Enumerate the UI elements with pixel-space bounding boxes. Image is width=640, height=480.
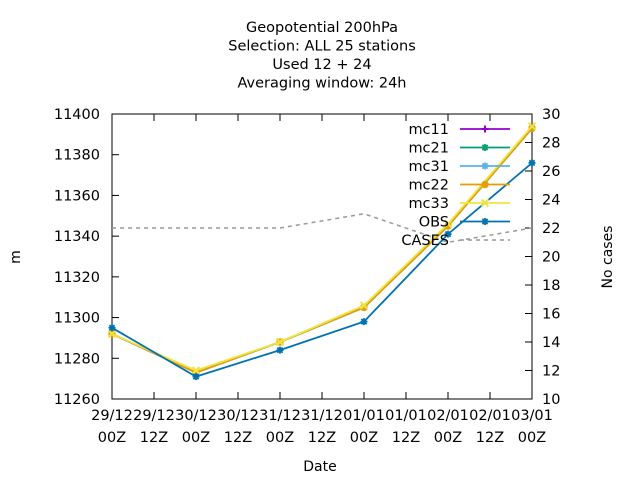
x-tick-label-hour: 00Z: [182, 430, 210, 446]
y2-tick-label: 12: [542, 364, 560, 380]
legend-item-mc22: mc22: [408, 178, 510, 194]
x-tick-label-date: 02/01: [427, 408, 469, 424]
y-tick-label: 11280: [54, 351, 100, 367]
legend-label: OBS: [419, 215, 449, 231]
y2-tick-label: 22: [542, 221, 560, 237]
series-layer: [107, 122, 537, 381]
legend-marker: [481, 180, 489, 189]
x-tick-label-date: 29/12: [133, 408, 175, 424]
legend-item-mc33: mc33: [408, 196, 510, 212]
y-tick-label: 11260: [54, 392, 100, 408]
x-tick-label-hour: 12Z: [476, 430, 504, 446]
legend-item-mc11: mc11: [408, 122, 510, 138]
data-point: [528, 159, 536, 167]
y-tick-label: 11380: [54, 148, 100, 164]
legend-marker: [481, 144, 489, 151]
series-mc21: [108, 124, 536, 377]
series-mc22: [108, 124, 536, 377]
chart-title: Geopotential 200hPa Selection: ALL 25 sta…: [228, 20, 416, 92]
series-obs: [108, 159, 536, 381]
series-line-mc22: [111, 127, 533, 374]
legend-marker: [481, 162, 489, 170]
legend-item-mc31: mc31: [408, 159, 510, 175]
y-tick-label: 11300: [54, 311, 100, 327]
data-point: [527, 122, 537, 131]
legend-label: mc33: [408, 196, 449, 212]
x-tick-label-date: 02/01: [469, 408, 511, 424]
y2-tick-label: 30: [542, 107, 560, 123]
data-point: [108, 324, 116, 332]
data-point: [107, 329, 117, 339]
y2-tick-label: 14: [542, 335, 560, 351]
series-mc33: [107, 122, 537, 375]
y-tick-label: 11400: [54, 107, 100, 123]
data-point: [276, 346, 284, 354]
x-tick-label-hour: 00Z: [98, 430, 126, 446]
x-tick-label-hour: 12Z: [224, 430, 252, 446]
y2-tick-label: 20: [542, 250, 560, 266]
title-line: Geopotential 200hPa: [246, 20, 398, 36]
data-point: [192, 373, 200, 381]
y2-axis-label: No cases: [600, 226, 616, 289]
legend-label: CASES: [401, 233, 449, 249]
legend-label: mc31: [408, 159, 449, 175]
series-cases: [112, 213, 533, 244]
y2-tick-label: 28: [542, 136, 560, 152]
x-tick-label-hour: 12Z: [392, 430, 420, 446]
data-point: [443, 219, 453, 229]
x-tick-label-hour: 00Z: [350, 430, 378, 446]
legend-item-mc21: mc21: [408, 141, 510, 157]
series-mc11: [108, 124, 536, 377]
x-tick-label-date: 01/01: [343, 408, 385, 424]
x-tick-label-date: 01/01: [385, 408, 427, 424]
y2-tick-label: 26: [542, 164, 560, 180]
title-line: Selection: ALL 25 stations: [228, 39, 416, 55]
x-tick-label-date: 29/12: [91, 408, 133, 424]
series-line-mc33: [111, 125, 533, 372]
legend-marker: [481, 125, 489, 133]
y2-tick-label: 18: [542, 278, 560, 294]
y2-tick-label: 16: [542, 307, 560, 323]
x-tick-label-hour: 12Z: [308, 430, 336, 446]
legend-label: mc11: [408, 122, 449, 138]
title-line: Averaging window: 24h: [237, 76, 406, 92]
series-line-obs: [111, 162, 533, 378]
x-tick-label-hour: 12Z: [140, 430, 168, 446]
y-axis-left: 11260 11280 11300 11320 11340 11360 11380 11400: [54, 107, 119, 408]
x-tick-label-date: 31/12: [259, 408, 301, 424]
legend-label: mc21: [408, 141, 449, 157]
x-tick-label-hour: 00Z: [266, 430, 294, 446]
series-line-cases: [112, 213, 533, 244]
legend-marker: [481, 218, 489, 225]
legend: mc11 mc21 mc31 mc22 mc33 OBS CASES: [401, 122, 510, 249]
x-axis: 29/12 00Z 29/12 12Z 30/12 00Z 30/12 12Z 31/12 00Z…: [91, 114, 553, 446]
x-tick-label-hour: 00Z: [518, 430, 546, 446]
y-axis-right: 10 12 14 16 18 20 22 24 26 28 30: [525, 107, 560, 408]
legend-label: mc22: [408, 178, 449, 194]
data-point: [360, 318, 368, 326]
y-tick-label: 11320: [54, 270, 100, 286]
legend-marker: [480, 198, 490, 208]
data-point: [444, 230, 452, 238]
x-tick-label-date: 30/12: [217, 408, 259, 424]
x-tick-label-date: 30/12: [175, 408, 217, 424]
x-tick-label-hour: 00Z: [434, 430, 462, 446]
data-point: [359, 301, 369, 310]
y2-tick-label: 10: [542, 392, 560, 408]
y-tick-label: 11360: [54, 188, 100, 204]
legend-item-obs: OBS: [419, 215, 510, 231]
y-tick-label: 11340: [54, 229, 100, 245]
y-axis-label: m: [8, 250, 24, 264]
title-line: Used 12 + 24: [272, 57, 371, 73]
data-point: [275, 337, 285, 347]
y2-tick-label: 24: [542, 193, 560, 209]
x-tick-label-date: 31/12: [301, 408, 343, 424]
x-axis-label: Date: [303, 459, 336, 475]
plot-area: [111, 113, 533, 400]
x-tick-label-date: 03/01: [511, 408, 553, 424]
data-point: [191, 366, 201, 375]
legend-item-cases: CASES: [401, 233, 510, 249]
series-mc31: [108, 124, 536, 377]
